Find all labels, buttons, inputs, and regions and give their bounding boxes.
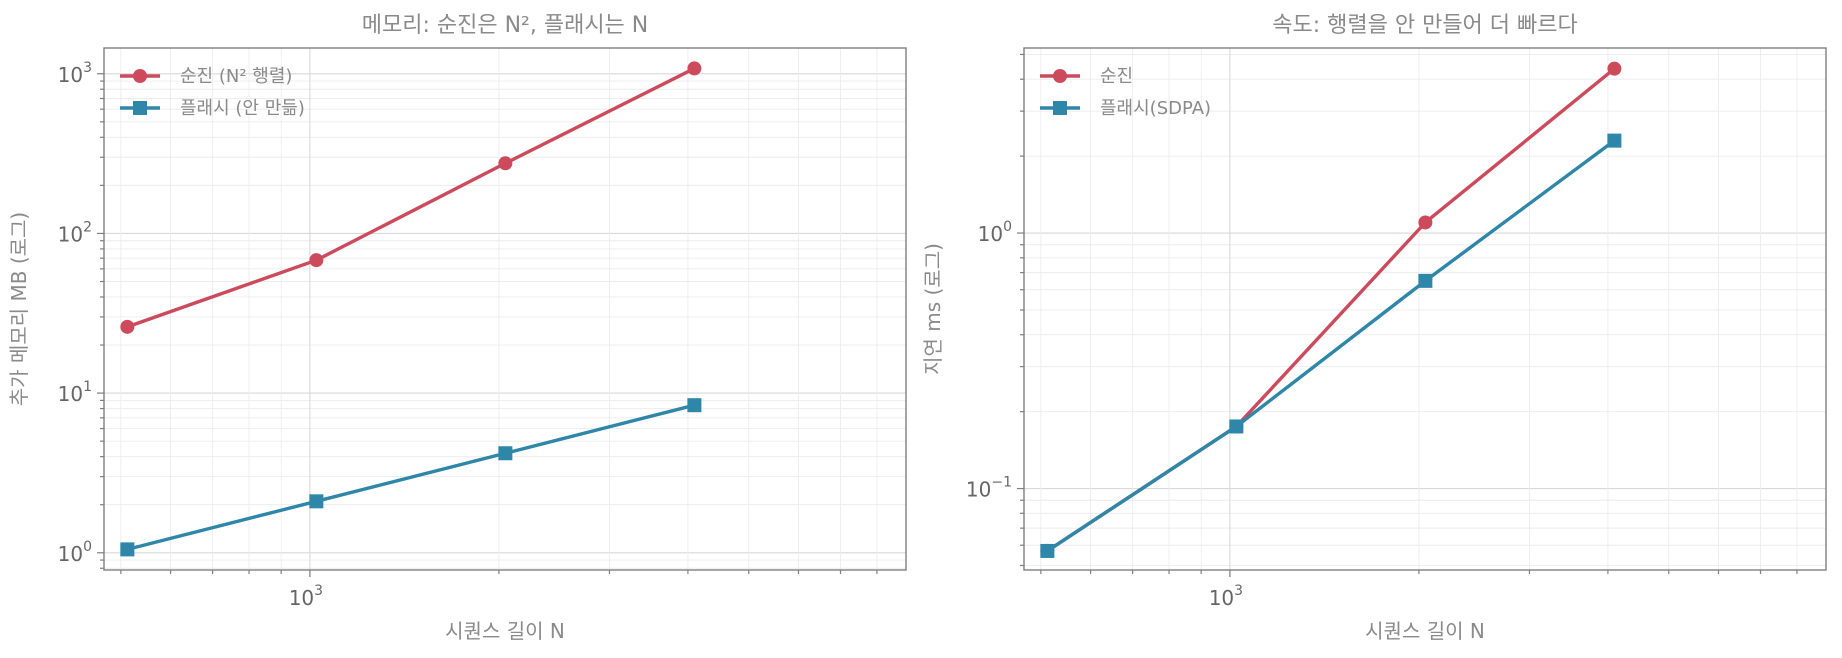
x-axis-label: 시퀀스 길이 N xyxy=(1365,619,1485,643)
legend-label: 플래시(SDPA) xyxy=(1100,98,1211,119)
y-tick-label: 101 xyxy=(58,379,92,406)
legend-marker xyxy=(133,69,147,83)
legend-marker xyxy=(1053,101,1067,115)
y-axis-label: 추가 메모리 MB (로그) xyxy=(7,212,31,406)
y-axis-label: 지연 ms (로그) xyxy=(921,243,945,375)
y-tick-label: 103 xyxy=(58,60,92,87)
y-tick-label: 10−1 xyxy=(966,475,1012,502)
data-point xyxy=(1040,543,1055,558)
series-line xyxy=(1046,139,1616,553)
chart-title: 속도: 행렬을 안 만들어 더 빠르다 xyxy=(1272,13,1578,38)
data-point xyxy=(498,446,513,461)
x-axis-label: 시퀀스 길이 N xyxy=(445,619,565,643)
data-point xyxy=(687,398,702,413)
plot-frame xyxy=(103,47,907,571)
legend-label: 순진 xyxy=(1100,66,1133,87)
legend-marker xyxy=(1053,69,1067,83)
data-point xyxy=(1418,215,1433,230)
data-point xyxy=(309,494,324,509)
y-tick-label: 100 xyxy=(978,219,1012,246)
data-point xyxy=(687,61,702,76)
series-group xyxy=(126,66,696,552)
y-tick-label: 100 xyxy=(58,539,92,566)
series-line xyxy=(126,403,695,552)
grid xyxy=(104,48,906,570)
data-point xyxy=(120,319,135,334)
x-tick-label: 103 xyxy=(1209,583,1243,610)
series-group xyxy=(1046,67,1616,553)
legend-label: 플래시 (안 만듦) xyxy=(180,98,305,119)
data-point xyxy=(498,156,513,171)
data-point xyxy=(1229,419,1244,434)
grid xyxy=(1024,48,1826,570)
data-point xyxy=(1607,133,1622,148)
x-tick-label: 103 xyxy=(289,583,323,610)
legend-marker xyxy=(133,101,147,115)
chart-panel-1: 100 101 102 103 103 메모리: 순진은 N², 플래시는 N 시퀀스 길이… xyxy=(7,13,907,643)
chart-title: 메모리: 순진은 N², 플래시는 N xyxy=(362,13,649,38)
y-tick-label: 102 xyxy=(58,219,92,246)
data-point xyxy=(120,542,135,557)
series-line xyxy=(126,66,696,329)
plot-frame xyxy=(1023,47,1827,571)
data-point xyxy=(1607,61,1622,76)
legend-label: 순진 (N² 행렬) xyxy=(180,66,292,87)
data-point xyxy=(1418,273,1433,288)
data-point xyxy=(309,253,324,268)
